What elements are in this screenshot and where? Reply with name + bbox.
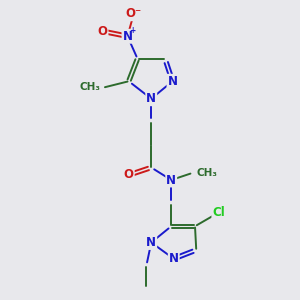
Text: N: N	[122, 30, 133, 43]
Text: N: N	[146, 236, 156, 249]
Text: N: N	[146, 92, 156, 105]
Text: O⁻: O⁻	[126, 7, 142, 20]
Text: CH₃: CH₃	[196, 167, 217, 178]
Text: O: O	[98, 25, 107, 38]
Text: +: +	[129, 26, 135, 35]
Text: N: N	[167, 75, 178, 88]
Text: N: N	[169, 252, 179, 265]
Text: N: N	[166, 173, 176, 187]
Text: Cl: Cl	[212, 206, 225, 219]
Text: CH₃: CH₃	[80, 82, 101, 92]
Text: O: O	[124, 169, 134, 182]
